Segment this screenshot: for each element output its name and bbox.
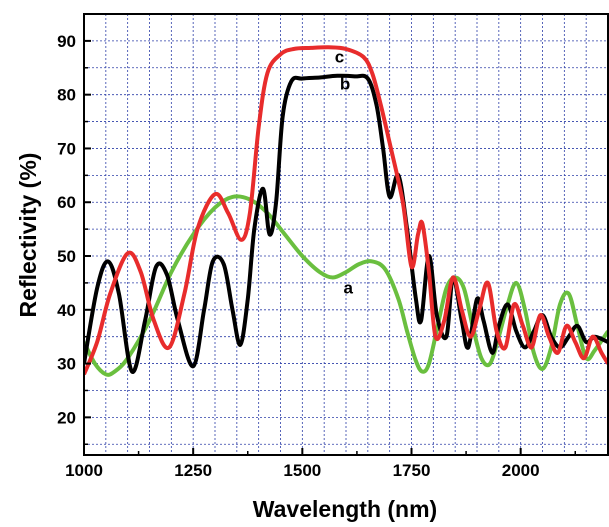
y-axis-title: Reflectivity (%) [15, 153, 41, 318]
plot-frame [83, 13, 609, 456]
series-lines [84, 45, 608, 377]
x-axis-title: Wavelength (nm) [253, 496, 437, 522]
y-tick-label: 50 [57, 247, 76, 266]
x-tick-label: 1750 [393, 461, 431, 480]
y-tick-label: 70 [57, 139, 76, 158]
x-tick-label: 1000 [65, 461, 103, 480]
y-tick-label: 90 [57, 32, 76, 51]
curve-label-a: a [343, 279, 353, 298]
y-tick-label: 20 [57, 408, 76, 427]
series-line-c [84, 45, 608, 376]
y-tick-label: 60 [57, 193, 76, 212]
x-tick-label: 2000 [502, 461, 540, 480]
y-tick-label: 80 [57, 86, 76, 105]
x-tick-label: 1250 [174, 461, 212, 480]
curve-label-c: c [335, 47, 344, 66]
series-line-b [84, 73, 608, 374]
y-tick-label: 40 [57, 301, 76, 320]
y-tick-label: 30 [57, 355, 76, 374]
axis-ticks: 1000 1250 1500 1750 2000 20 30 40 50 60 70 80 90 [57, 32, 576, 480]
curve-label-b: b [340, 74, 350, 93]
curve-labels: a bc [335, 47, 354, 297]
grid-lines [84, 14, 608, 455]
x-tick-label: 1500 [283, 461, 321, 480]
